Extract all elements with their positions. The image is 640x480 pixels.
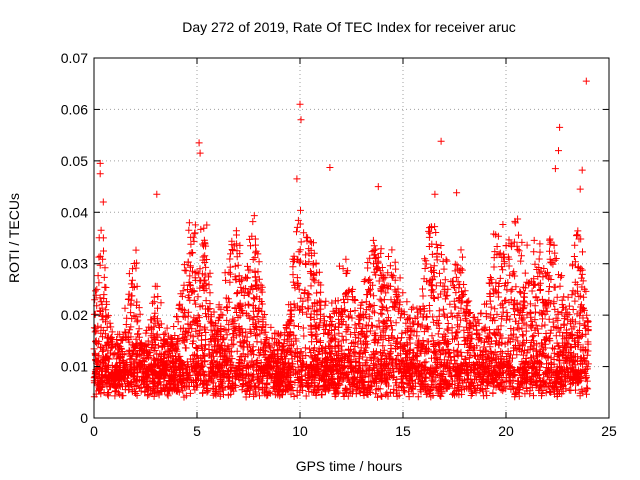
- x-axis-label: GPS time / hours: [296, 458, 403, 474]
- x-axis-ticks: 0 5 10 15 20 25: [90, 58, 617, 439]
- x-tick-label: 0: [90, 423, 98, 439]
- y-tick-label: 0.04: [61, 204, 88, 220]
- x-tick-label: 5: [193, 423, 201, 439]
- plot-frame: [93, 57, 610, 419]
- data-points: [90, 77, 592, 401]
- scatter-points: [90, 77, 592, 401]
- x-tick-label: 10: [292, 423, 308, 439]
- x-tick-label: 25: [601, 423, 617, 439]
- chart-title: Day 272 of 2019, Rate Of TEC Index for r…: [182, 19, 516, 35]
- y-axis-ticks: 0 0.01 0.02 0.03 0.04 0.05 0.06 0.07: [61, 50, 609, 426]
- y-axis-label: ROTI / TECUs: [6, 193, 22, 283]
- y-tick-label: 0.07: [61, 50, 88, 66]
- x-tick-label: 20: [498, 423, 514, 439]
- y-tick-label: 0: [80, 410, 88, 426]
- y-tick-label: 0.03: [61, 256, 88, 272]
- y-tick-label: 0.01: [61, 359, 88, 375]
- y-tick-label: 0.06: [61, 101, 88, 117]
- x-tick-label: 15: [395, 423, 411, 439]
- y-tick-label: 0.05: [61, 153, 88, 169]
- y-tick-label: 0.02: [61, 307, 88, 323]
